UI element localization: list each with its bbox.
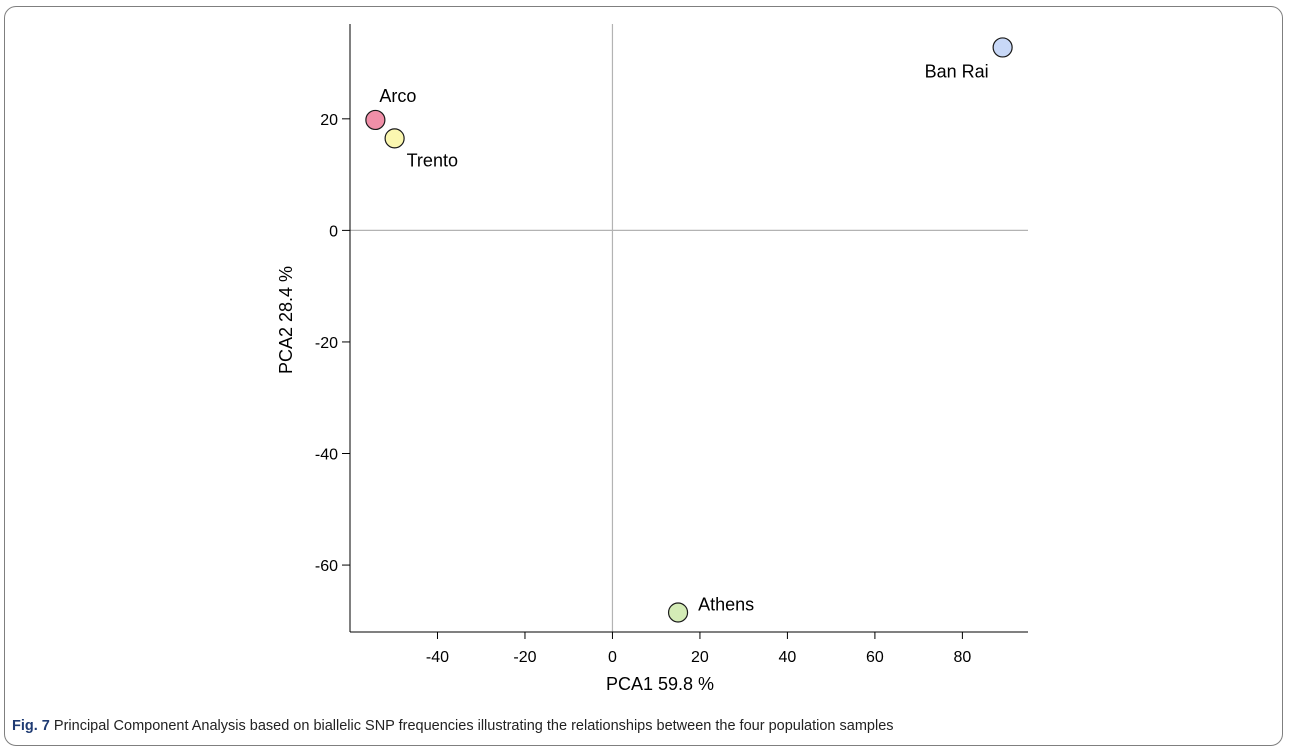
x-tick-label: 20 xyxy=(691,649,709,666)
axes xyxy=(349,24,1028,633)
data-point xyxy=(667,602,689,623)
data-point xyxy=(365,109,386,131)
y-axis-title: PCA2 28.4 % xyxy=(276,266,296,374)
y-tick-label: -60 xyxy=(315,558,338,575)
point-label: Trento xyxy=(407,150,458,170)
axis-ticks: -40 -20 0 20 40 60 80 20 0 -20 -40 -60 xyxy=(315,112,972,666)
x-tick-label: 80 xyxy=(953,649,971,666)
y-tick-label: -40 xyxy=(315,447,338,464)
x-tick-label: -40 xyxy=(426,649,449,666)
y-tick-label: -20 xyxy=(315,335,338,352)
reference-lines xyxy=(350,24,1028,632)
x-axis-title: PCA1 59.8 % xyxy=(606,674,714,694)
y-tick-label: 0 xyxy=(329,223,338,240)
data-point xyxy=(992,37,1013,58)
point-label: Athens xyxy=(698,594,754,614)
y-tick-label: 20 xyxy=(320,112,338,129)
point-label: Ban Rai xyxy=(925,61,989,81)
figure-label: Fig. 7 xyxy=(12,718,50,734)
data-point xyxy=(384,128,405,149)
x-tick-label: 40 xyxy=(779,649,797,666)
figure-caption: Fig. 7 Principal Component Analysis base… xyxy=(12,718,1277,734)
point-label: Arco xyxy=(379,86,416,106)
caption-text: Principal Component Analysis based on bi… xyxy=(49,718,894,734)
x-tick-label: 0 xyxy=(608,649,617,666)
data-points: Arco Trento Ban Rai Athens xyxy=(365,37,1013,623)
figure-frame xyxy=(4,6,1283,746)
x-tick-label: -20 xyxy=(513,649,536,666)
x-tick-label: 60 xyxy=(866,649,884,666)
